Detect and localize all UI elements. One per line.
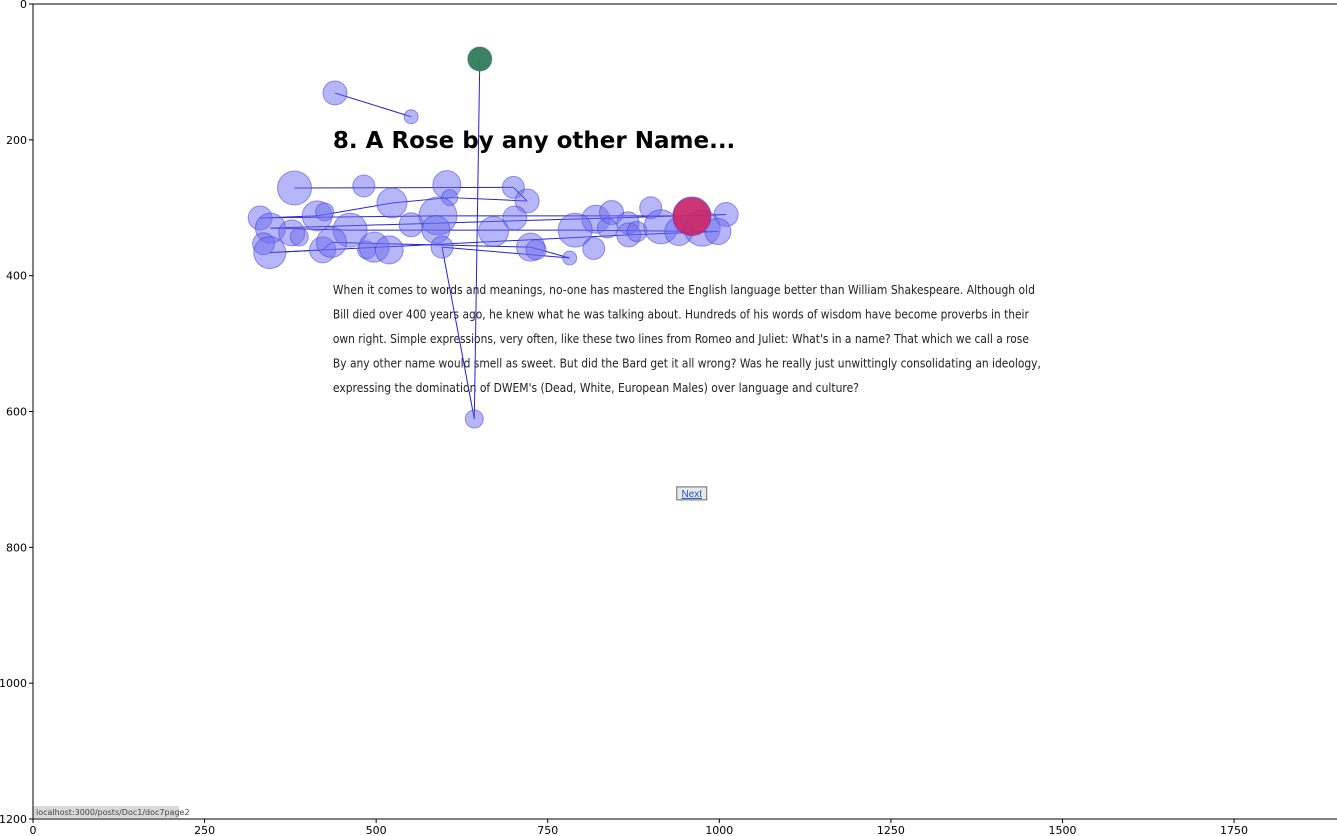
status-bar: localhost:3000/posts/Doc1/doc7page2 xyxy=(33,806,190,818)
y-tick-label: 1200 xyxy=(0,813,27,826)
saccade-line xyxy=(441,247,475,420)
paragraph-line: expressing the domination of DWEM's (Dea… xyxy=(333,380,859,395)
fixation-point xyxy=(478,216,510,248)
fixation-point xyxy=(403,109,419,125)
fixation-point xyxy=(704,218,732,246)
fixation-point xyxy=(525,239,547,261)
fixation-point xyxy=(514,188,540,214)
fixation-points xyxy=(247,46,739,429)
x-tick-label: 1250 xyxy=(877,824,905,836)
fixation-point xyxy=(502,205,528,231)
paragraph: When it comes to words and meanings, no-… xyxy=(333,282,1041,395)
next-button-label[interactable]: Next xyxy=(681,489,702,500)
fixation-point xyxy=(596,217,618,239)
y-tick-label: 1000 xyxy=(0,677,27,690)
y-tick-label: 0 xyxy=(20,0,27,11)
stimulus-page: 8. A Rose by any other Name... When it c… xyxy=(33,128,1041,818)
fixation-point xyxy=(315,202,335,222)
fixation-point xyxy=(352,174,376,198)
fixation-point xyxy=(376,187,408,219)
fixation-point xyxy=(582,237,606,260)
status-url: localhost:3000/posts/Doc1/doc7page2 xyxy=(36,808,190,817)
x-tick-label: 750 xyxy=(537,824,558,836)
y-tick-label: 400 xyxy=(6,270,27,283)
fixation-point xyxy=(374,235,404,265)
x-tick-label: 1000 xyxy=(705,824,733,836)
page-title: 8. A Rose by any other Name... xyxy=(333,128,735,154)
fixation-point xyxy=(562,250,578,266)
x-tick-label: 1750 xyxy=(1220,824,1248,836)
fixation-point xyxy=(316,226,348,258)
x-tick-label: 250 xyxy=(194,824,215,836)
x-tick-label: 0 xyxy=(30,824,37,836)
paragraph-line: When it comes to words and meanings, no-… xyxy=(333,282,1035,297)
start-fixation-marker xyxy=(467,47,492,72)
next-button[interactable]: Next xyxy=(676,486,708,501)
start-end-markers xyxy=(467,47,711,236)
y-tick-label: 600 xyxy=(6,406,27,419)
fixation-point xyxy=(276,170,312,206)
saccade-line xyxy=(449,197,528,202)
fixation-point xyxy=(253,236,287,270)
fixation-point xyxy=(464,409,484,429)
x-tick-label: 500 xyxy=(366,824,387,836)
saccade-line xyxy=(442,246,570,259)
y-tick-label: 800 xyxy=(6,541,27,554)
fixation-point xyxy=(289,227,309,247)
fixation-point xyxy=(398,212,424,238)
fixation-point xyxy=(430,235,454,259)
paragraph-line: By any other name would smell as sweet. … xyxy=(333,355,1041,370)
paragraph-line: Bill died over 400 years ago, he knew wh… xyxy=(333,306,1030,321)
end-fixation-marker xyxy=(672,197,711,236)
fixation-point xyxy=(557,212,593,248)
saccade-line xyxy=(294,186,514,189)
saccade-line xyxy=(473,59,481,419)
fixation-point xyxy=(322,80,348,106)
x-tick-label: 1500 xyxy=(1048,824,1076,836)
saccade-line xyxy=(334,92,412,118)
paragraph-line: own right. Simple expressions, very ofte… xyxy=(333,331,1029,346)
y-tick-label: 200 xyxy=(6,134,27,147)
